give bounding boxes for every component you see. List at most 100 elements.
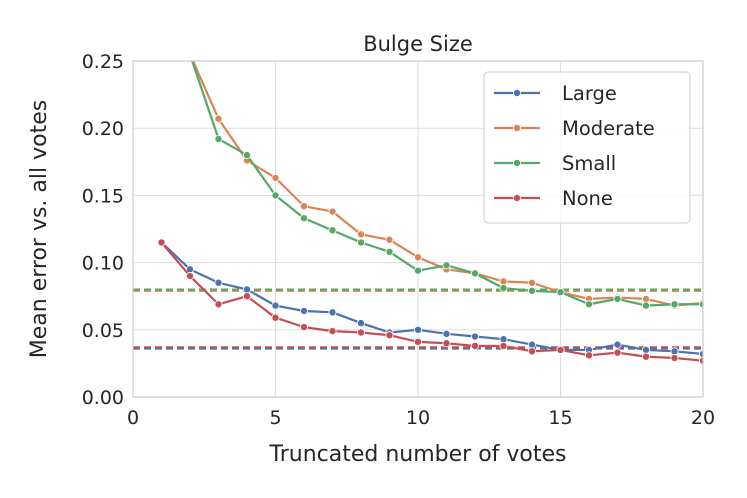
legend-frame bbox=[483, 71, 691, 224]
data-point bbox=[642, 301, 651, 310]
data-point bbox=[385, 331, 394, 340]
data-point bbox=[214, 278, 223, 287]
data-point bbox=[670, 300, 679, 309]
data-point bbox=[699, 356, 703, 365]
legend-marker bbox=[513, 158, 522, 167]
data-point bbox=[271, 301, 280, 310]
legend-item-none: None bbox=[494, 187, 613, 210]
data-point bbox=[642, 345, 651, 354]
data-point bbox=[613, 294, 622, 303]
data-point bbox=[670, 347, 679, 356]
data-point bbox=[499, 277, 508, 286]
data-point bbox=[470, 332, 479, 341]
y-tick-label: 0.10 bbox=[82, 253, 124, 275]
data-point bbox=[413, 325, 422, 334]
data-point bbox=[470, 341, 479, 350]
x-tick-label: 0 bbox=[127, 407, 139, 429]
data-point bbox=[299, 306, 308, 315]
data-point bbox=[528, 340, 537, 349]
data-point bbox=[385, 247, 394, 256]
y-axis-ticks: 0.00 0.05 0.10 0.15 0.20 0.25 bbox=[82, 51, 124, 409]
legend-item-moderate: Moderate bbox=[494, 117, 655, 140]
data-point bbox=[413, 253, 422, 262]
data-point bbox=[499, 335, 508, 344]
data-point bbox=[242, 151, 251, 160]
legend-label: None bbox=[562, 187, 613, 210]
legend-marker bbox=[513, 89, 522, 98]
x-tick-label: 15 bbox=[548, 407, 572, 429]
data-point bbox=[556, 345, 565, 354]
data-point bbox=[242, 285, 251, 294]
data-point bbox=[356, 328, 365, 337]
legend-item-small: Small bbox=[494, 152, 616, 175]
x-axis-ticks: 0 5 10 15 20 bbox=[127, 407, 715, 429]
data-point bbox=[442, 339, 451, 348]
data-point bbox=[214, 300, 223, 309]
data-point bbox=[528, 278, 537, 287]
data-point bbox=[670, 354, 679, 363]
data-point bbox=[356, 238, 365, 247]
data-point bbox=[385, 235, 394, 244]
data-point bbox=[356, 319, 365, 328]
data-point bbox=[299, 323, 308, 332]
data-point bbox=[585, 351, 594, 360]
data-point bbox=[214, 134, 223, 143]
y-tick-label: 0.00 bbox=[82, 387, 124, 409]
data-point bbox=[242, 292, 251, 301]
data-point bbox=[356, 230, 365, 239]
legend-marker bbox=[513, 124, 522, 133]
legend-label: Moderate bbox=[562, 117, 655, 140]
data-point bbox=[157, 238, 166, 247]
data-point bbox=[442, 261, 451, 270]
data-point bbox=[271, 191, 280, 200]
y-tick-label: 0.15 bbox=[82, 185, 124, 207]
data-point bbox=[556, 288, 565, 297]
data-point bbox=[528, 347, 537, 356]
data-point bbox=[299, 214, 308, 223]
legend-item-large: Large bbox=[494, 82, 617, 105]
series-lines bbox=[157, 61, 703, 365]
data-point bbox=[328, 327, 337, 336]
data-point bbox=[413, 266, 422, 275]
data-point bbox=[613, 348, 622, 357]
legend-label: Large bbox=[562, 82, 617, 105]
data-point bbox=[642, 294, 651, 303]
y-tick-label: 0.20 bbox=[82, 118, 124, 140]
legend-label: Small bbox=[562, 152, 616, 175]
data-point bbox=[328, 226, 337, 235]
legend-marker bbox=[513, 193, 522, 202]
data-point bbox=[328, 207, 337, 216]
plot-frame bbox=[132, 60, 704, 398]
data-point bbox=[699, 349, 703, 358]
x-tick-label: 10 bbox=[406, 407, 430, 429]
data-point bbox=[271, 313, 280, 322]
data-point bbox=[585, 300, 594, 309]
series-line-none bbox=[160, 241, 703, 362]
data-point bbox=[271, 173, 280, 182]
series-small bbox=[191, 61, 703, 310]
data-point bbox=[185, 272, 194, 281]
x-tick-label: 5 bbox=[269, 407, 281, 429]
data-point bbox=[470, 269, 479, 278]
data-point bbox=[642, 352, 651, 361]
data-point bbox=[499, 341, 508, 350]
data-point bbox=[413, 337, 422, 346]
x-tick-label: 20 bbox=[691, 407, 715, 429]
series-line-large bbox=[160, 241, 703, 356]
chart-title: Bulge Size bbox=[363, 32, 473, 56]
legend: Large Moderate Small None bbox=[483, 71, 691, 224]
data-point bbox=[528, 286, 537, 295]
data-point bbox=[299, 202, 308, 211]
data-point bbox=[442, 329, 451, 338]
y-axis-label: Mean error vs. all votes bbox=[27, 100, 52, 358]
data-point bbox=[499, 284, 508, 293]
y-tick-label: 0.25 bbox=[82, 51, 124, 73]
series-none bbox=[157, 238, 703, 365]
data-point bbox=[613, 340, 622, 349]
data-point bbox=[699, 300, 703, 309]
x-axis-label: Truncated number of votes bbox=[269, 442, 567, 467]
data-point bbox=[328, 308, 337, 317]
data-point bbox=[214, 114, 223, 123]
y-tick-label: 0.05 bbox=[82, 320, 124, 342]
